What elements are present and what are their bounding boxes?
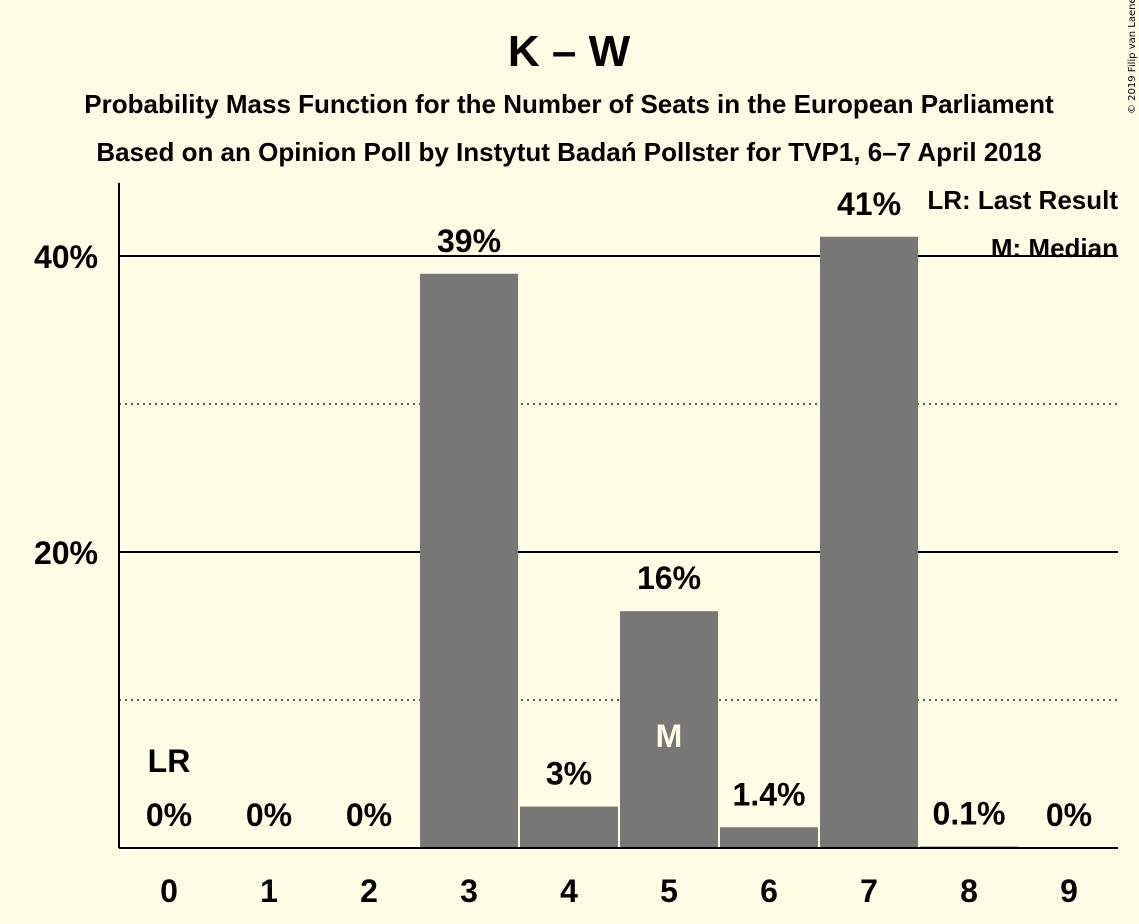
bar-value-label: 0.1% [933,796,1006,832]
last-result-marker: LR [148,743,191,779]
chart-subtitle-line2: Based on an Opinion Poll by Instytut Bad… [96,137,1041,167]
x-tick-label: 4 [560,873,578,909]
bar-seats-4 [520,806,618,848]
bar-value-label: 16% [637,560,701,596]
x-tick-label: 5 [660,873,678,909]
x-tick-label: 0 [160,873,178,909]
x-tick-label: 7 [860,873,878,909]
gridlines [119,255,1118,701]
bar-value-label: 3% [546,756,592,792]
chart-subtitle-line1: Probability Mass Function for the Number… [84,89,1054,119]
x-tick-label: 2 [360,873,378,909]
x-tick-label: 8 [960,873,978,909]
bar-value-label: 41% [837,186,901,222]
x-tick-label: 6 [760,873,778,909]
bars [420,236,1018,848]
copyright-note: © 2019 Filip van Laenen [1127,0,1138,114]
axes: 20% 40% 0 1 2 3 4 5 6 7 8 9 [34,183,1118,909]
y-tick-label: 40% [34,239,98,275]
bar-seats-5 [620,611,718,848]
bar-value-label: 1.4% [733,776,806,812]
bar-value-label: 0% [1046,797,1092,833]
legend-median: M: Median [991,233,1118,263]
bar-seats-3 [420,273,518,848]
legend-last-result: LR: Last Result [927,185,1118,215]
bar-labels: 0% LR 0% 0% 39% 3% 16% M 1.4% 41% 0.1% 0% [146,186,1092,833]
bar-value-label: 0% [246,797,292,833]
x-tick-label: 1 [260,873,278,909]
bar-value-label: 0% [146,797,192,833]
bar-seats-7 [820,236,918,848]
median-marker: M [656,718,683,754]
bar-seats-6 [720,827,818,848]
chart-title: K – W [508,27,631,76]
bar-value-label: 39% [437,223,501,259]
y-tick-label: 20% [34,535,98,571]
x-tick-label: 3 [460,873,478,909]
bar-value-label: 0% [346,797,392,833]
x-tick-label: 9 [1060,873,1078,909]
